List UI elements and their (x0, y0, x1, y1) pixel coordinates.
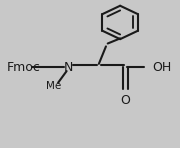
Text: O: O (120, 94, 130, 107)
Text: Me: Me (46, 81, 61, 91)
Text: OH: OH (152, 61, 171, 74)
Text: Fmoc: Fmoc (7, 61, 40, 74)
Text: N: N (64, 61, 73, 74)
